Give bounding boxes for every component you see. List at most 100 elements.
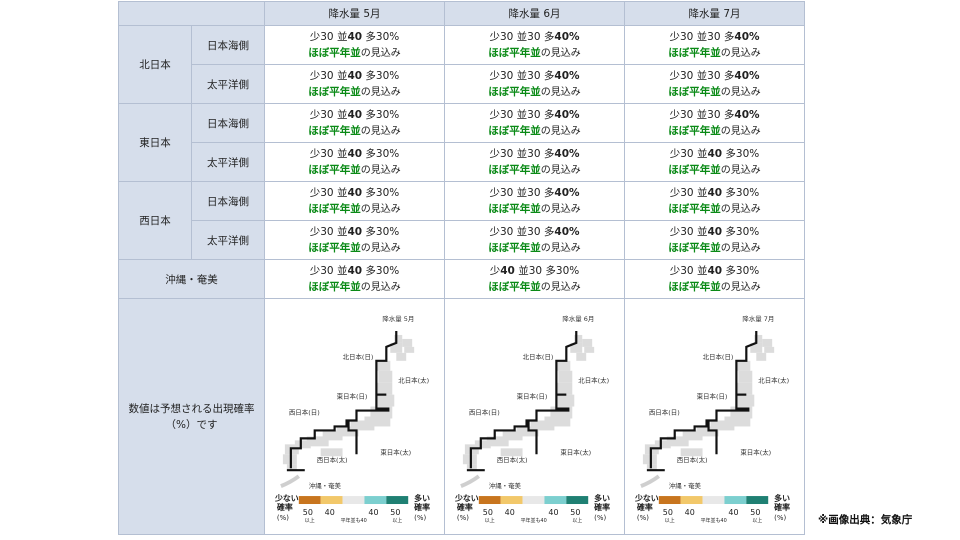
probability-line: 少30 並30 多40% bbox=[445, 224, 624, 240]
table-row: 太平洋側 少30 並40 多30% ほぼ平年並の見込み 少30 並30 多40% ほぼ平… bbox=[119, 142, 805, 182]
legend-normal-note: 平年並も40 bbox=[701, 517, 727, 524]
below-normal-prob: 少30 bbox=[489, 186, 514, 199]
normal-prob: 並30 bbox=[516, 147, 541, 160]
label-kita-tai: 北日本(太) bbox=[398, 376, 429, 385]
probability-line: 少30 並30 多40% bbox=[445, 185, 624, 201]
legend-swatch-normal bbox=[702, 496, 725, 505]
label-higashi-nichi: 東日本(日) bbox=[697, 392, 728, 401]
legend-swatch-low50 bbox=[298, 496, 321, 505]
summary-main: ほぼ平年並 bbox=[308, 124, 361, 137]
probability-cell: 少30 並30 多40% ほぼ平年並の見込み bbox=[444, 220, 625, 260]
normal-prob: 並 bbox=[336, 69, 348, 82]
above-normal-prob-value: 40% bbox=[554, 30, 580, 43]
forecast-summary: ほぼ平年並の見込み bbox=[265, 45, 444, 62]
normal-prob-value: 40 bbox=[347, 108, 363, 121]
legend-high-title: 多い bbox=[774, 493, 790, 503]
normal-prob: 並30 bbox=[518, 264, 543, 277]
probability-cell: 少30 並30 多40% ほぼ平年並の見込み bbox=[444, 142, 625, 182]
summary-rest: の見込み bbox=[540, 86, 581, 98]
table-row: 太平洋側 少30 並40 多30% ほぼ平年並の見込み 少30 並30 多40% ほぼ平… bbox=[119, 64, 805, 104]
subregion-label: 日本海側 bbox=[191, 25, 265, 65]
summary-rest: の見込み bbox=[720, 86, 761, 98]
map-title: 降水量 6月 bbox=[562, 314, 594, 323]
summary-main: ほぼ平年並 bbox=[308, 163, 361, 176]
region-boundary-line bbox=[469, 330, 578, 469]
normal-prob: 並 bbox=[336, 225, 348, 238]
forecast-summary: ほぼ平年並の見込み bbox=[625, 162, 804, 179]
legend-low-prob: 確率 bbox=[637, 502, 653, 512]
probability-cell: 少30 並40 多30% ほぼ平年並の見込み bbox=[264, 142, 445, 182]
legend-high-unit: (%) bbox=[774, 514, 786, 522]
forecast-summary: ほぼ平年並の見込み bbox=[265, 123, 444, 140]
forecast-summary: ほぼ平年並の見込み bbox=[445, 201, 624, 218]
probability-cell: 少30 並40 多30% ほぼ平年並の見込み bbox=[624, 181, 805, 221]
below-normal-prob: 少30 bbox=[669, 108, 694, 121]
legend-swatch-high50 bbox=[386, 496, 409, 505]
normal-prob: 並 bbox=[696, 264, 708, 277]
above-normal-prob-value: 40% bbox=[734, 30, 760, 43]
label-kita-nichi: 北日本(日) bbox=[343, 352, 374, 361]
region-boundary-line bbox=[707, 420, 718, 455]
summary-rest: の見込み bbox=[720, 242, 761, 254]
probability-legend: 少ない 確率 (%) 50 以上 40 平年並も40 40 50 以上 多い 確… bbox=[274, 493, 430, 524]
summary-rest: の見込み bbox=[720, 47, 761, 59]
subregion-label: 太平洋側 bbox=[191, 142, 265, 182]
region-label: 沖縄・奄美 bbox=[118, 259, 265, 299]
legend-v50-low: 50 bbox=[663, 508, 673, 517]
normal-prob-value: 40 bbox=[347, 186, 363, 199]
forecast-summary: ほぼ平年並の見込み bbox=[445, 162, 624, 179]
label-nishi-tai: 西日本(太) bbox=[317, 455, 348, 464]
legend-low-title: 少ない bbox=[274, 493, 299, 503]
above-normal-prob: 多30% bbox=[725, 147, 760, 160]
probability-line: 少30 並40 多30% bbox=[625, 185, 804, 201]
summary-rest: の見込み bbox=[540, 203, 581, 215]
forecast-map: 降水量 5月 北日本(日) 北日本(太) 東日本(日) 東日本(太) 西日本(日… bbox=[274, 314, 430, 524]
legend-high-title: 多い bbox=[414, 493, 430, 503]
summary-rest: の見込み bbox=[360, 281, 401, 293]
summary-main: ほぼ平年並 bbox=[488, 280, 541, 293]
summary-main: ほぼ平年並 bbox=[308, 46, 361, 59]
normal-prob-value: 40 bbox=[707, 186, 723, 199]
normal-prob: 並30 bbox=[516, 186, 541, 199]
probability-line: 少30 並30 多40% bbox=[625, 68, 804, 84]
below-normal-prob: 少30 bbox=[309, 186, 334, 199]
legend-high-prob: 確率 bbox=[594, 502, 610, 512]
probability-line: 少30 並30 多40% bbox=[445, 29, 624, 45]
above-normal-prob-value: 40% bbox=[554, 225, 580, 238]
summary-main: ほぼ平年並 bbox=[488, 85, 541, 98]
image-source-credit: ※画像出典：気象庁 bbox=[818, 514, 913, 526]
forecast-summary: ほぼ平年並の見込み bbox=[445, 84, 624, 101]
below-normal-prob: 少30 bbox=[669, 69, 694, 82]
probability-cell: 少30 並30 多40% ほぼ平年並の見込み bbox=[444, 64, 625, 104]
forecast-map: 降水量 6月 北日本(日) 北日本(太) 東日本(日) 東日本(太) 西日本(日… bbox=[454, 314, 610, 524]
forecast-summary: ほぼ平年並の見込み bbox=[265, 279, 444, 296]
subregion-label: 日本海側 bbox=[191, 103, 265, 143]
probability-cell: 少30 並30 多40% ほぼ平年並の見込み bbox=[444, 25, 625, 65]
legend-low-unit: (%) bbox=[457, 514, 469, 522]
legend-v50-high: 50 bbox=[390, 508, 400, 517]
below-normal-prob: 少30 bbox=[669, 147, 694, 160]
forecast-summary: ほぼ平年並の見込み bbox=[625, 84, 804, 101]
summary-rest: の見込み bbox=[540, 281, 581, 293]
above-normal-prob: 多 bbox=[543, 69, 555, 82]
label-nishi-tai: 西日本(太) bbox=[497, 455, 528, 464]
above-normal-prob: 多 bbox=[723, 108, 735, 121]
probability-cell: 少30 並40 多30% ほぼ平年並の見込み bbox=[264, 220, 445, 260]
normal-prob: 並30 bbox=[516, 108, 541, 121]
summary-rest: の見込み bbox=[540, 242, 581, 254]
below-normal-prob: 少30 bbox=[489, 30, 514, 43]
below-normal-prob: 少30 bbox=[669, 225, 694, 238]
legend-v40-low: 40 bbox=[505, 508, 515, 517]
summary-rest: の見込み bbox=[360, 203, 401, 215]
above-normal-prob: 多30% bbox=[365, 225, 400, 238]
label-okinawa: 沖縄・奄美 bbox=[489, 481, 522, 490]
header-corner bbox=[118, 1, 265, 26]
legend-low-prob: 確率 bbox=[457, 502, 473, 512]
legend-swatch-low50 bbox=[478, 496, 501, 505]
label-nishi-nichi: 西日本(日) bbox=[469, 408, 500, 417]
legend-swatch-high40 bbox=[544, 496, 567, 505]
note-line-1: 数値は予想される出現確率 bbox=[128, 402, 255, 415]
table-row: 太平洋側 少30 並40 多30% ほぼ平年並の見込み 少30 並30 多40% ほぼ平… bbox=[119, 220, 805, 260]
above-normal-prob: 多 bbox=[543, 30, 555, 43]
above-normal-prob: 多30% bbox=[365, 69, 400, 82]
